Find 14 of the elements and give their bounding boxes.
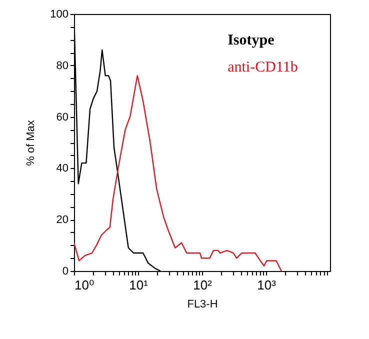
y-tick-label: 60	[56, 111, 68, 124]
y-tick-label: 80	[56, 60, 68, 72]
x-tick-label: 10²	[193, 278, 213, 292]
y-tick-label: 0	[62, 266, 68, 278]
x-tick-label: 10³	[257, 278, 277, 292]
x-tick-label: 10¹	[129, 278, 149, 292]
y-tick-label: 40	[56, 162, 68, 175]
y-tick-label: 100	[50, 8, 68, 20]
text: Isotype	[228, 32, 275, 49]
text: anti-CD11b	[228, 60, 298, 76]
y-tick-label: 20	[56, 214, 68, 226]
y-axis-title: % of Max	[25, 120, 38, 166]
x-axis-title: FL3-H	[187, 298, 218, 310]
x-tick-label: 10⁰	[74, 278, 94, 292]
